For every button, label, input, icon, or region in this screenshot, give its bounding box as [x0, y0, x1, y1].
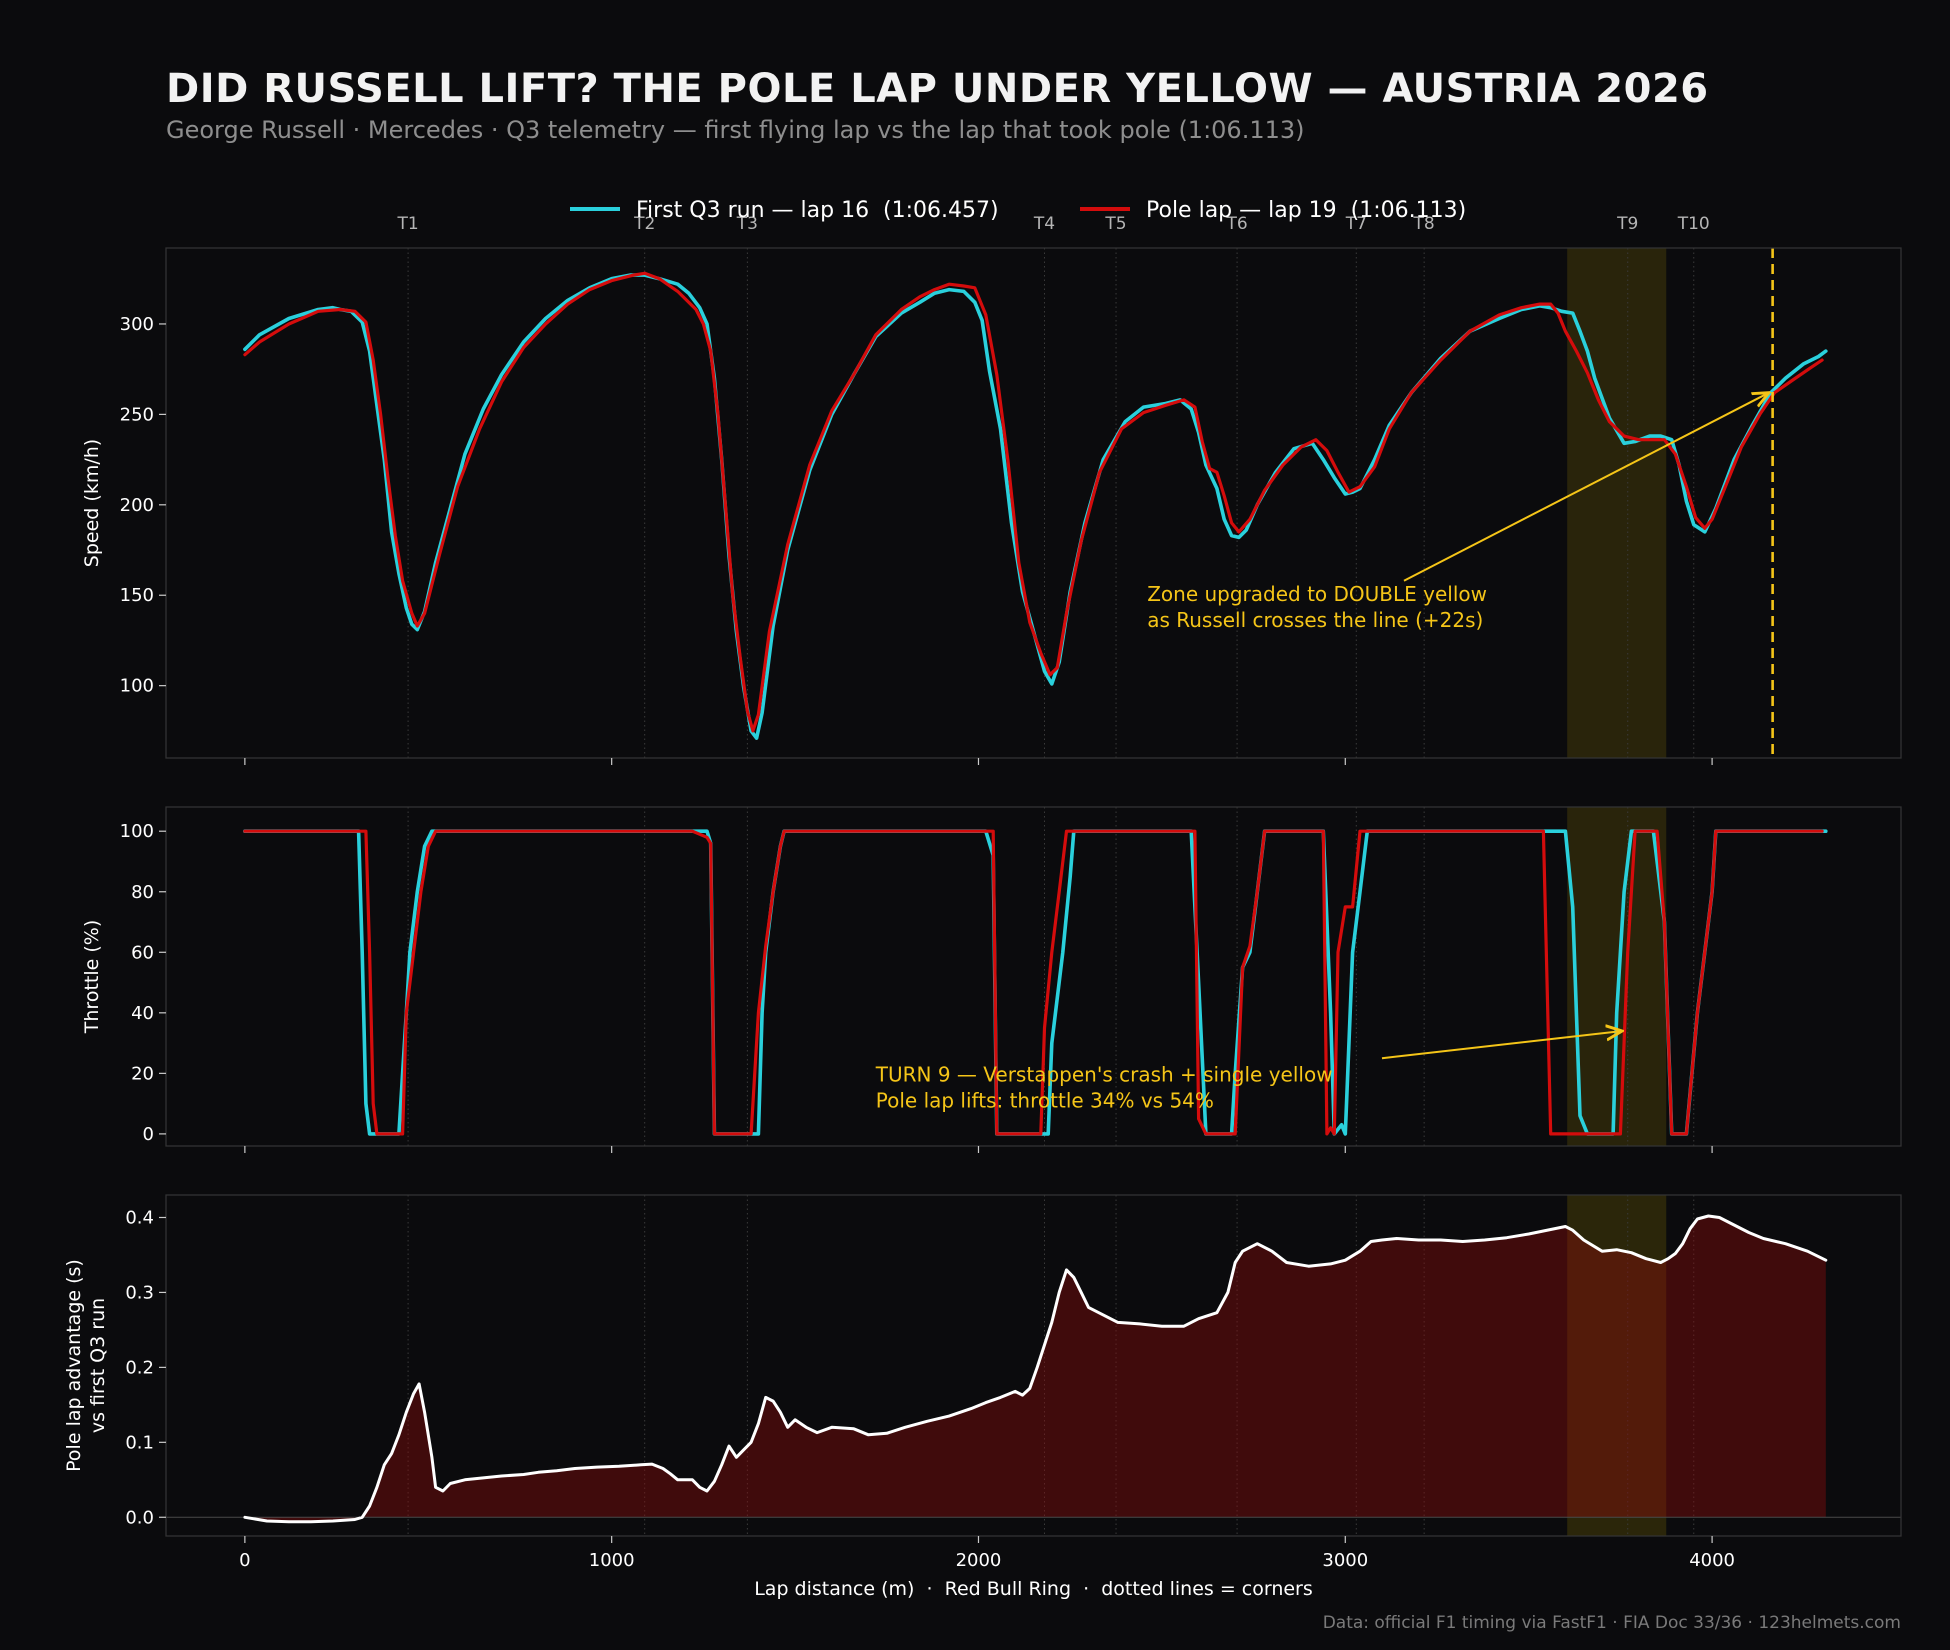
corner-label-t10: T10: [1677, 214, 1710, 234]
speed-ytick-label: 100: [120, 676, 154, 697]
throttle-ylabel: Throttle (%): [81, 920, 103, 1034]
delta-advantage-line: [243, 1214, 1828, 1524]
throttle-ytick-label: 40: [131, 1003, 154, 1024]
throttle-ytick-label: 0: [143, 1124, 154, 1145]
delta-ytick-label: 0.1: [125, 1432, 154, 1453]
speed-ylabel: Speed (km/h): [81, 439, 103, 567]
throttle-pole-lap-line: [243, 829, 1824, 1136]
speed-ytick-label: 300: [120, 314, 154, 335]
legend-label-first-run: First Q3 run — lap 16 (1:06.457): [636, 198, 999, 223]
throttle-ytick-label: 80: [131, 882, 154, 903]
speed-ytick-label: 150: [120, 585, 154, 606]
x-axis-label: Lap distance (m) · Red Bull Ring · dotte…: [754, 1578, 1313, 1600]
speed-panel: 100 150 200 250 300 Speed (km/h) Zone upgraded…: [81, 247, 1902, 765]
xtick-label: 1000: [589, 1550, 635, 1571]
throttle-ytick-label: 20: [131, 1063, 154, 1084]
delta-panel-frame: [165, 1194, 1902, 1537]
chart-legend: First Q3 run — lap 16 (1:06.457) Pole lap…: [570, 198, 1466, 223]
xtick-label: 0: [239, 1550, 250, 1571]
speed-panel-frame: [165, 247, 1902, 759]
throttle-panel: 0 20 40 60 80 100 Throttle (%) TURN 9 — Verstap…: [81, 806, 1902, 1153]
xtick-label: 2000: [956, 1550, 1002, 1571]
page-subtitle: George Russell · Mercedes · Q3 telemetry…: [166, 116, 1305, 144]
throttle-panel-frame: [165, 806, 1902, 1147]
throttle-annotation-arrow: [1381, 1031, 1622, 1060]
corner-label-t1: T1: [396, 214, 418, 234]
speed-ytick-label: 200: [120, 495, 154, 516]
corner-label-t7: T7: [1345, 214, 1367, 234]
corner-label-t9: T9: [1616, 214, 1638, 234]
xtick-label: 4000: [1689, 1550, 1735, 1571]
corner-label-t3: T3: [736, 214, 758, 234]
legend-label-pole-lap: Pole lap — lap 19 (1:06.113): [1146, 198, 1466, 223]
data-source-footer: Data: official F1 timing via FastF1 · FI…: [1322, 1613, 1901, 1633]
speed-yellow-flag-zone: [1567, 248, 1667, 758]
speed-ytick-label: 250: [120, 404, 154, 425]
corner-label-t6: T6: [1225, 214, 1247, 234]
corner-label-t5: T5: [1104, 214, 1126, 234]
delta-ylabel: Pole lap advantage (s): [63, 1259, 85, 1472]
corner-label-t2: T2: [633, 214, 655, 234]
page-title: DID RUSSELL LIFT? THE POLE LAP UNDER YEL…: [166, 66, 1709, 112]
delta-ylabel-line2: vs first Q3 run: [87, 1298, 109, 1433]
speed-annotation-line-1: Zone upgraded to DOUBLE yellow: [1147, 582, 1487, 606]
delta-ytick-label: 0.4: [125, 1207, 154, 1228]
throttle-ytick-label: 100: [120, 821, 154, 842]
speed-annotation-arrow: [1403, 393, 1769, 582]
delta-ytick-label: 0.3: [125, 1282, 154, 1303]
speed-pole-lap-line: [243, 271, 1824, 733]
delta-ytick-label: 0.2: [125, 1357, 154, 1378]
delta-area-fill: [244, 1216, 1826, 1522]
delta-panel: 0.0 0.1 0.2 0.3 0.4 Pole lap advantage (s) vs …: [63, 1194, 1902, 1543]
corner-label-t4: T4: [1033, 214, 1055, 234]
throttle-annotation-line-1: TURN 9 — Verstappen's crash + single yel…: [875, 1062, 1333, 1086]
delta-ytick-label: 0.0: [125, 1507, 154, 1528]
xtick-label: 3000: [1322, 1550, 1368, 1571]
throttle-annotation-line-2: Pole lap lifts: throttle 34% vs 54%: [876, 1088, 1214, 1112]
throttle-ytick-label: 60: [131, 942, 154, 963]
corner-label-t8: T8: [1413, 214, 1435, 234]
speed-annotation-line-2: as Russell crosses the line (+22s): [1147, 608, 1483, 632]
throttle-yellow-flag-zone: [1567, 807, 1667, 1146]
delta-yellow-flag-zone: [1567, 1195, 1667, 1536]
